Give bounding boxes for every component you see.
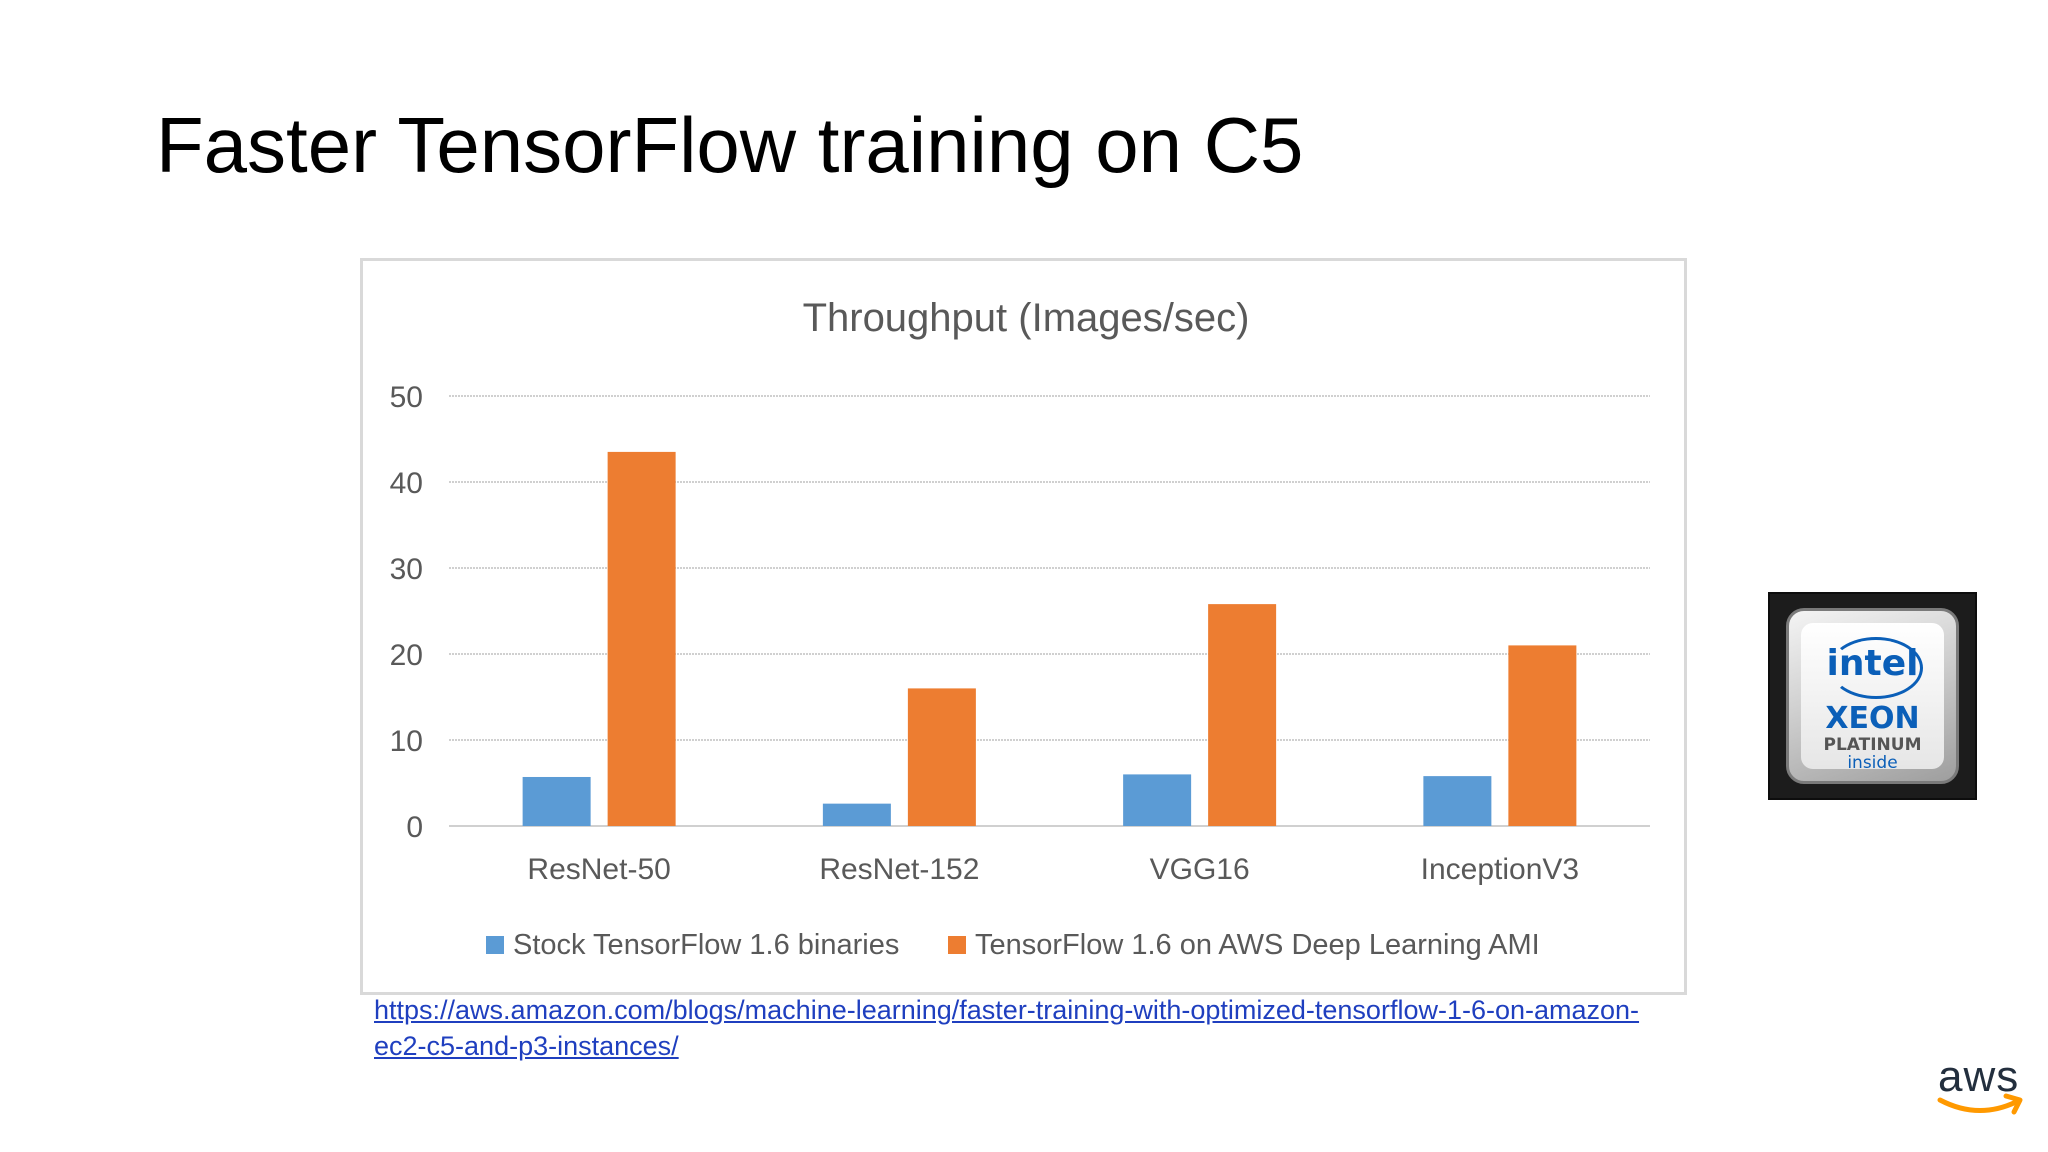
y-axis-ticks: 0 10 20 30 40 50 bbox=[390, 381, 423, 844]
y-tick-label: 0 bbox=[406, 811, 423, 844]
y-tick-label: 10 bbox=[390, 725, 423, 758]
aws-logo: aws bbox=[1934, 1052, 2034, 1120]
bar-aws-dlami-vgg16 bbox=[1208, 604, 1277, 826]
source-link[interactable]: https://aws.amazon.com/blogs/machine-lea… bbox=[374, 995, 1640, 1061]
legend: Stock TensorFlow 1.6 binaries TensorFlow … bbox=[486, 929, 1540, 961]
aws-smile-icon bbox=[1937, 1093, 2023, 1115]
intel-platinum-text: PLATINUM bbox=[1823, 735, 1922, 755]
bar-aws-dlami-resnet-152 bbox=[907, 688, 976, 826]
bar-aws-dlami-inceptionv3 bbox=[1508, 645, 1577, 826]
intel-badge-core: intel XEON PLATINUM inside bbox=[1801, 623, 1944, 773]
intel-logo: intel bbox=[1826, 643, 1919, 684]
x-tick-label: InceptionV3 bbox=[1421, 853, 1579, 886]
bar-stock-inceptionv3 bbox=[1423, 776, 1492, 826]
intel-badge-frame: intel XEON PLATINUM inside bbox=[1786, 608, 1959, 784]
x-axis-labels: ResNet-50 ResNet-152 VGG16 InceptionV3 bbox=[527, 853, 1579, 886]
y-tick-label: 30 bbox=[390, 553, 423, 586]
intel-inside-text: inside bbox=[1847, 753, 1898, 773]
legend-label: TensorFlow 1.6 on AWS Deep Learning AMI bbox=[975, 929, 1540, 961]
chart-title: Throughput (Images/sec) bbox=[803, 296, 1250, 340]
bar-stock-resnet-152 bbox=[822, 803, 891, 826]
legend-swatch bbox=[486, 936, 504, 954]
slide-title: Faster TensorFlow training on C5 bbox=[156, 101, 1304, 189]
x-tick-label: VGG16 bbox=[1150, 853, 1250, 886]
chart-frame: Throughput (Images/sec) 0 10 20 30 40 50 ResN… bbox=[360, 258, 1687, 995]
legend-swatch bbox=[948, 936, 966, 954]
intel-xeon-text: XEON bbox=[1825, 701, 1920, 736]
x-tick-label: ResNet-50 bbox=[527, 853, 670, 886]
bar-stock-resnet-50 bbox=[522, 776, 591, 826]
y-tick-label: 50 bbox=[390, 381, 423, 414]
y-tick-label: 40 bbox=[390, 467, 423, 500]
bar-aws-dlami-resnet-50 bbox=[607, 451, 676, 826]
bars bbox=[522, 451, 1577, 826]
aws-logo-text: aws bbox=[1938, 1052, 2020, 1101]
intel-xeon-badge: intel XEON PLATINUM inside bbox=[1768, 592, 1977, 800]
throughput-chart: Throughput (Images/sec) 0 10 20 30 40 50 ResN… bbox=[390, 296, 1650, 961]
bar-stock-vgg16 bbox=[1123, 774, 1192, 826]
intel-ring-icon bbox=[1829, 637, 1923, 699]
legend-label: Stock TensorFlow 1.6 binaries bbox=[513, 929, 899, 961]
x-tick-label: ResNet-152 bbox=[819, 853, 979, 886]
y-tick-label: 20 bbox=[390, 639, 423, 672]
